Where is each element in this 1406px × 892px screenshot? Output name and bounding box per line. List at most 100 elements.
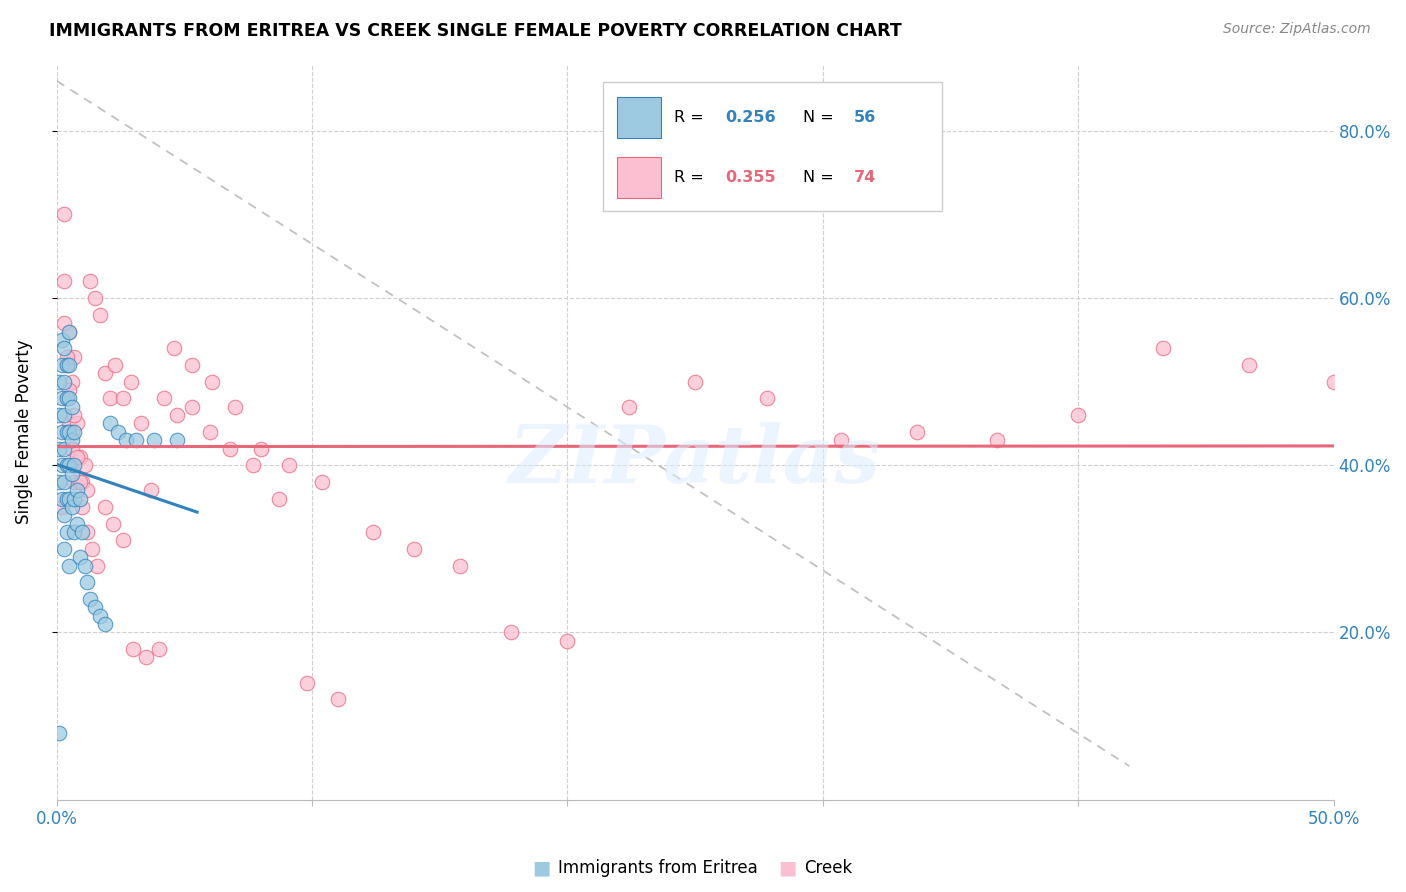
Point bbox=[111, 392, 134, 406]
Point bbox=[98, 392, 121, 406]
Point bbox=[60, 500, 83, 514]
Point bbox=[76, 525, 98, 540]
Point bbox=[250, 442, 273, 456]
Point bbox=[60, 433, 83, 447]
Point bbox=[198, 425, 221, 439]
Point bbox=[63, 491, 86, 506]
Point bbox=[86, 558, 108, 573]
Point bbox=[58, 425, 80, 439]
Point bbox=[120, 375, 142, 389]
Point bbox=[58, 417, 80, 431]
Point bbox=[295, 675, 318, 690]
Point bbox=[70, 475, 93, 489]
Point bbox=[60, 467, 83, 481]
Point bbox=[70, 500, 93, 514]
Point bbox=[66, 516, 89, 531]
Point bbox=[84, 600, 107, 615]
Point bbox=[404, 541, 426, 556]
Point bbox=[51, 425, 73, 439]
Point bbox=[683, 375, 706, 389]
Point bbox=[58, 325, 80, 339]
Point bbox=[51, 358, 73, 372]
Point bbox=[48, 408, 70, 422]
Point bbox=[557, 633, 579, 648]
Point bbox=[122, 642, 145, 657]
Point bbox=[53, 508, 76, 523]
Point bbox=[181, 358, 204, 372]
Point bbox=[1067, 408, 1090, 422]
Point bbox=[66, 450, 89, 464]
Point bbox=[449, 558, 471, 573]
Point bbox=[69, 550, 91, 565]
Point bbox=[166, 408, 188, 422]
Point bbox=[111, 533, 134, 548]
Point bbox=[107, 425, 129, 439]
Point bbox=[51, 500, 73, 514]
Point bbox=[363, 525, 385, 540]
Point bbox=[53, 274, 76, 288]
Point bbox=[48, 475, 70, 489]
Point bbox=[326, 692, 349, 706]
Point bbox=[1239, 358, 1261, 372]
Point bbox=[56, 525, 79, 540]
Point bbox=[755, 392, 778, 406]
Point bbox=[56, 425, 79, 439]
Point bbox=[76, 575, 98, 590]
Point bbox=[63, 525, 86, 540]
Point bbox=[69, 491, 91, 506]
Point bbox=[98, 417, 121, 431]
Point bbox=[48, 375, 70, 389]
Point bbox=[60, 442, 83, 456]
Point bbox=[79, 274, 101, 288]
Point bbox=[58, 358, 80, 372]
Point bbox=[82, 541, 104, 556]
Point bbox=[53, 207, 76, 221]
Point bbox=[66, 483, 89, 498]
Point bbox=[56, 350, 79, 364]
Point bbox=[76, 483, 98, 498]
Point bbox=[114, 433, 136, 447]
Point bbox=[53, 475, 76, 489]
Point bbox=[1323, 375, 1346, 389]
Text: Immigrants from Eritrea: Immigrants from Eritrea bbox=[558, 859, 758, 877]
Point bbox=[60, 375, 83, 389]
Point bbox=[63, 408, 86, 422]
Point bbox=[73, 558, 96, 573]
Point bbox=[79, 591, 101, 606]
Point bbox=[53, 541, 76, 556]
Point bbox=[224, 400, 246, 414]
Point bbox=[48, 725, 70, 739]
Point bbox=[53, 408, 76, 422]
Point bbox=[617, 400, 640, 414]
Point bbox=[63, 475, 86, 489]
Point bbox=[201, 375, 224, 389]
Point bbox=[58, 558, 80, 573]
Point bbox=[58, 325, 80, 339]
Point bbox=[242, 458, 264, 473]
Point bbox=[51, 333, 73, 347]
Point bbox=[51, 491, 73, 506]
Point bbox=[311, 475, 333, 489]
Point bbox=[69, 475, 91, 489]
Point bbox=[153, 392, 176, 406]
Point bbox=[66, 417, 89, 431]
Text: ZIPatlas: ZIPatlas bbox=[509, 423, 882, 500]
Y-axis label: Single Female Poverty: Single Female Poverty bbox=[15, 340, 32, 524]
Point bbox=[58, 491, 80, 506]
Point bbox=[63, 458, 86, 473]
Point bbox=[56, 358, 79, 372]
Point bbox=[1152, 341, 1174, 355]
Point bbox=[53, 316, 76, 330]
Text: Source: ZipAtlas.com: Source: ZipAtlas.com bbox=[1223, 22, 1371, 37]
Point bbox=[139, 483, 162, 498]
Point bbox=[94, 366, 117, 380]
Point bbox=[51, 392, 73, 406]
Point bbox=[56, 392, 79, 406]
Point bbox=[53, 341, 76, 355]
Point bbox=[56, 392, 79, 406]
Point bbox=[89, 308, 111, 322]
Point bbox=[53, 442, 76, 456]
Text: Creek: Creek bbox=[804, 859, 852, 877]
Point bbox=[58, 392, 80, 406]
Point bbox=[53, 375, 76, 389]
